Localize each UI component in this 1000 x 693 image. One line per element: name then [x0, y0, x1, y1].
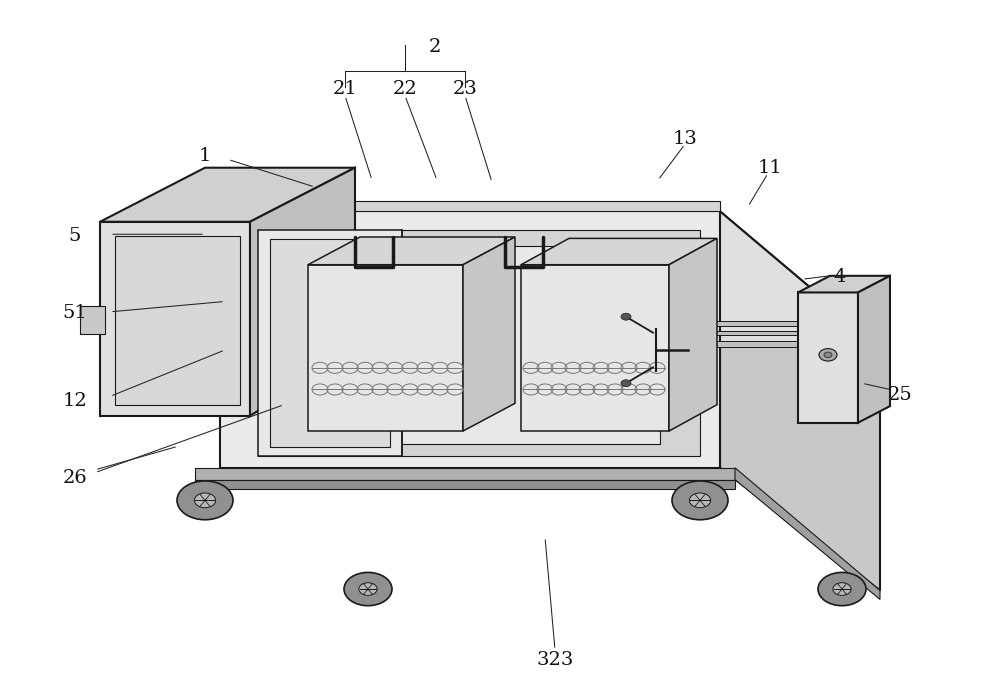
- Text: 21: 21: [333, 80, 357, 98]
- Polygon shape: [258, 230, 700, 456]
- Circle shape: [824, 352, 832, 358]
- Text: 13: 13: [673, 130, 697, 148]
- Polygon shape: [220, 211, 720, 468]
- Polygon shape: [735, 468, 880, 599]
- Circle shape: [344, 572, 392, 606]
- Text: 4: 4: [834, 268, 846, 286]
- Polygon shape: [463, 237, 515, 431]
- Text: 26: 26: [63, 469, 87, 487]
- Polygon shape: [395, 331, 875, 335]
- Polygon shape: [295, 246, 660, 444]
- Circle shape: [672, 481, 728, 520]
- Polygon shape: [798, 292, 858, 423]
- Circle shape: [689, 493, 711, 508]
- Polygon shape: [720, 211, 880, 590]
- Polygon shape: [250, 168, 355, 416]
- Circle shape: [818, 572, 866, 606]
- Polygon shape: [258, 230, 402, 456]
- Text: 11: 11: [758, 159, 782, 177]
- Text: 5: 5: [69, 227, 81, 245]
- Text: 51: 51: [63, 304, 87, 322]
- Polygon shape: [220, 211, 880, 346]
- Text: 23: 23: [453, 80, 477, 98]
- Text: 2: 2: [429, 38, 441, 56]
- Text: 25: 25: [888, 386, 912, 404]
- Circle shape: [621, 380, 631, 387]
- Polygon shape: [669, 238, 717, 431]
- Polygon shape: [385, 341, 880, 346]
- Polygon shape: [115, 236, 240, 405]
- Polygon shape: [308, 265, 463, 431]
- Polygon shape: [100, 222, 250, 416]
- Polygon shape: [308, 237, 515, 265]
- Polygon shape: [858, 276, 890, 423]
- Polygon shape: [100, 168, 355, 222]
- Text: 323: 323: [536, 651, 574, 669]
- Circle shape: [359, 583, 377, 595]
- Polygon shape: [521, 238, 717, 265]
- Polygon shape: [195, 480, 735, 489]
- Text: 22: 22: [393, 80, 417, 98]
- Polygon shape: [195, 468, 735, 480]
- Polygon shape: [521, 265, 669, 431]
- Circle shape: [833, 583, 851, 595]
- Polygon shape: [220, 201, 720, 211]
- Polygon shape: [270, 239, 390, 447]
- Text: 12: 12: [63, 392, 87, 410]
- Circle shape: [177, 481, 233, 520]
- Polygon shape: [798, 276, 890, 292]
- Circle shape: [194, 493, 216, 508]
- Circle shape: [819, 349, 837, 361]
- Circle shape: [621, 313, 631, 320]
- Polygon shape: [80, 306, 105, 334]
- Text: 1: 1: [199, 147, 211, 165]
- Polygon shape: [400, 321, 870, 326]
